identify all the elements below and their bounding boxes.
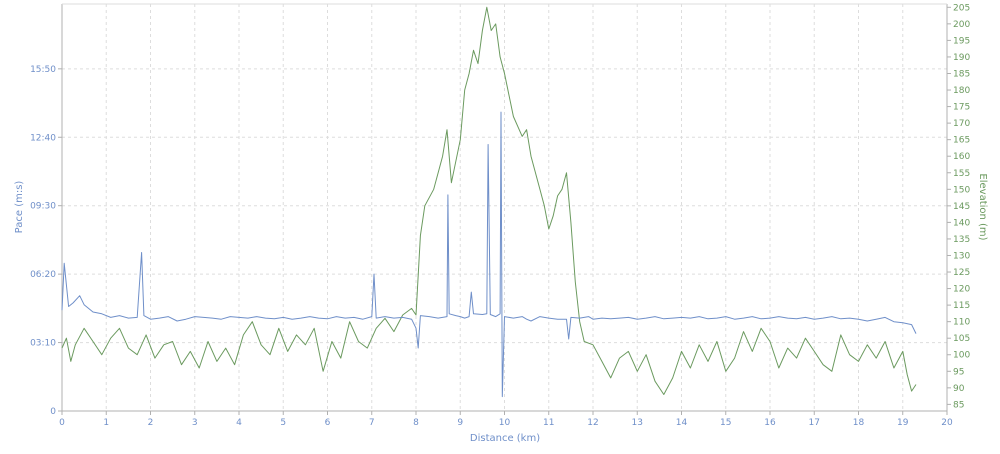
axis-labels: Distance (km) Pace (m:s) Elevation (m): [14, 173, 988, 444]
elevation-series: [61, 6, 917, 395]
y-right-tick-label: 200: [953, 20, 970, 30]
x-tick-label: 5: [280, 418, 286, 428]
x-tick-label: 20: [941, 418, 953, 428]
y-right-tick-label: 190: [953, 53, 970, 63]
y-left-tick-label: 03:10: [30, 339, 56, 349]
x-tick-label: 14: [676, 418, 688, 428]
y-right-tick-label: 100: [953, 351, 970, 361]
x-tick-label: 10: [499, 418, 511, 428]
y-right-tick-label: 160: [953, 152, 970, 162]
y-right-tick-label: 185: [953, 69, 970, 79]
x-tick-label: 7: [369, 418, 375, 428]
y-left-tick-label: 12:40: [30, 133, 56, 143]
x-tick-label: 2: [148, 418, 154, 428]
y-right-tick-label: 90: [953, 384, 965, 394]
x-tick-label: 3: [192, 418, 198, 428]
y-right-tick-label: 95: [953, 367, 964, 377]
x-tick-label: 0: [59, 418, 65, 428]
y-right-tick-label: 150: [953, 185, 970, 195]
pace-line: [61, 111, 917, 398]
x-tick-label: 8: [413, 418, 419, 428]
y-left-tick-label: 15:50: [30, 65, 56, 75]
y-right-tick-label: 155: [953, 169, 970, 179]
y-left-tick-label: 09:30: [30, 202, 56, 212]
y-left-tick-label: 06:20: [30, 270, 56, 280]
y-right-tick-label: 180: [953, 86, 970, 96]
right-axis-label: Elevation (m): [977, 173, 988, 240]
y-right-tick-label: 145: [953, 202, 970, 212]
y-right-tick-label: 105: [953, 334, 970, 344]
y-right-tick-label: 195: [953, 36, 970, 46]
y-right-tick-label: 125: [953, 268, 970, 278]
y-right-tick-label: 130: [953, 251, 970, 261]
y-right-tick-label: 85: [953, 400, 964, 410]
elevation-line: [61, 6, 917, 395]
y-left-tick-label: 0: [50, 407, 56, 417]
x-tick-label: 11: [543, 418, 554, 428]
grid: [62, 4, 947, 411]
x-tick-label: 4: [236, 418, 242, 428]
x-tick-label: 18: [853, 418, 865, 428]
y-right-tick-label: 110: [953, 318, 970, 328]
axes: 0 1 2 3 4 5 6 7 8 9 10 11 12 13 14 15 16 17 18 19 20003:1006…: [30, 3, 970, 428]
y-right-tick-label: 135: [953, 235, 970, 245]
x-axis-label: Distance (km): [470, 433, 540, 444]
x-tick-label: 17: [809, 418, 820, 428]
y-right-tick-label: 175: [953, 103, 970, 113]
y-right-tick-label: 120: [953, 285, 970, 295]
y-right-tick-label: 115: [953, 301, 970, 311]
x-tick-label: 1: [103, 418, 109, 428]
x-tick-label: 12: [587, 418, 598, 428]
y-right-tick-label: 140: [953, 218, 970, 228]
x-tick-label: 19: [897, 418, 909, 428]
y-right-tick-label: 205: [953, 3, 970, 13]
y-right-tick-label: 170: [953, 119, 970, 129]
x-tick-label: 6: [325, 418, 331, 428]
x-tick-label: 9: [457, 418, 463, 428]
x-tick-label: 13: [632, 418, 643, 428]
x-tick-label: 16: [764, 418, 776, 428]
left-axis-label: Pace (m:s): [14, 181, 25, 234]
x-tick-label: 15: [720, 418, 731, 428]
y-right-tick-label: 165: [953, 136, 970, 146]
pace-series: [61, 111, 917, 398]
